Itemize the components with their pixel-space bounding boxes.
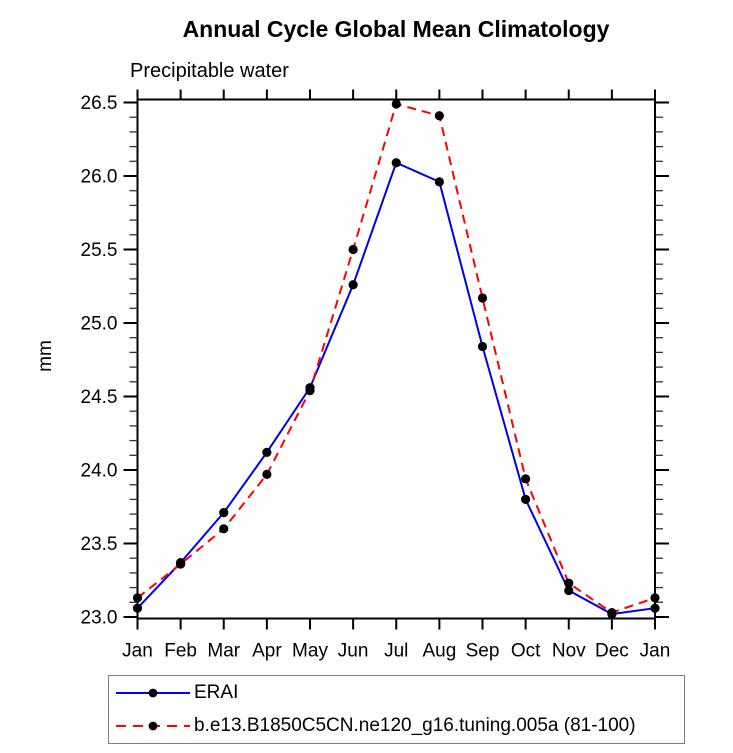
x-tick-label: Mar: [207, 641, 240, 662]
x-tick-label: Apr: [252, 641, 282, 662]
data-point-marker: [521, 474, 531, 484]
legend-label-erai: ERAI: [194, 682, 239, 703]
data-point-marker: [564, 578, 574, 588]
y-tick-label: 26.5: [81, 93, 118, 114]
series-markers-erai: [132, 158, 660, 619]
data-point-marker: [262, 447, 272, 457]
x-tick-label: Sep: [466, 641, 500, 662]
plot-area: 23.0 23.5 24.0 24.5 25.0 25.5 26.0 26.5 Jan Feb Ma…: [81, 89, 670, 662]
y-axis-tick-labels: 23.0 23.5 24.0 24.5 25.0 25.5 26.0 26.5: [81, 93, 118, 629]
x-tick-label: Nov: [552, 641, 586, 662]
legend-item-erai: ERAI: [114, 678, 684, 708]
x-tick-label: Aug: [422, 641, 456, 662]
data-point-marker: [434, 177, 444, 187]
legend: ERAI b.e13.B1850C5CN.ne120_g16.tuning.00…: [108, 675, 685, 744]
data-point-marker: [650, 593, 660, 603]
data-point-marker: [176, 559, 186, 569]
data-point-marker: [564, 585, 574, 596]
solid-line-marker-sample: [116, 688, 190, 698]
x-tick-label: Jul: [384, 641, 408, 662]
chart-subtitle: Precipitable water: [130, 60, 289, 82]
data-point-marker: [521, 494, 531, 504]
x-axis-ticks: [136, 89, 656, 630]
series-markers-model: [132, 99, 660, 618]
legend-label-model: b.e13.B1850C5CN.ne120_g16.tuning.005a (8…: [194, 715, 636, 736]
series-line-erai: [136, 161, 656, 616]
y-tick-label: 24.5: [81, 387, 118, 408]
data-point-marker: [607, 607, 617, 618]
y-tick-label: 26.0: [81, 167, 118, 188]
data-point-marker: [650, 603, 660, 613]
x-tick-label: Jan: [122, 641, 153, 662]
series-line-model: [136, 102, 656, 614]
data-point-marker: [132, 603, 143, 613]
y-tick-label: 23.0: [81, 608, 118, 629]
y-tick-label: 25.0: [81, 314, 118, 335]
y-tick-label: 24.0: [81, 461, 118, 482]
data-point-marker: [477, 293, 488, 303]
y-tick-label: 23.5: [81, 534, 118, 555]
data-point-marker: [132, 593, 143, 603]
axis-frame: [136, 98, 656, 620]
data-point-marker: [391, 99, 401, 109]
x-tick-label: Jun: [338, 641, 369, 662]
y-tick-label: 25.5: [81, 240, 118, 261]
x-tick-label: Jan: [640, 641, 671, 662]
data-point-marker: [348, 244, 358, 255]
x-tick-label: Feb: [164, 641, 197, 662]
x-tick-label: Dec: [595, 641, 629, 662]
data-point-marker: [477, 341, 488, 352]
data-point-marker: [305, 386, 315, 396]
chart-title: Annual Cycle Global Mean Climatology: [182, 16, 610, 42]
data-point-marker: [391, 158, 401, 168]
data-point-marker: [434, 111, 444, 121]
data-point-marker: [219, 524, 229, 534]
dashed-line-marker-sample: [116, 721, 190, 731]
data-point-marker: [262, 469, 272, 480]
data-point-marker: [348, 280, 358, 290]
y-axis-ticks: [123, 101, 669, 618]
legend-item-model: b.e13.B1850C5CN.ne120_g16.tuning.005a (8…: [114, 711, 684, 741]
x-axis-tick-labels: Jan Feb Mar Apr May Jun Jul Aug Sep Oct Nov Dec Jan: [122, 641, 670, 662]
data-point-marker: [219, 508, 229, 518]
x-tick-label: Oct: [511, 641, 541, 662]
x-tick-label: May: [292, 641, 328, 662]
